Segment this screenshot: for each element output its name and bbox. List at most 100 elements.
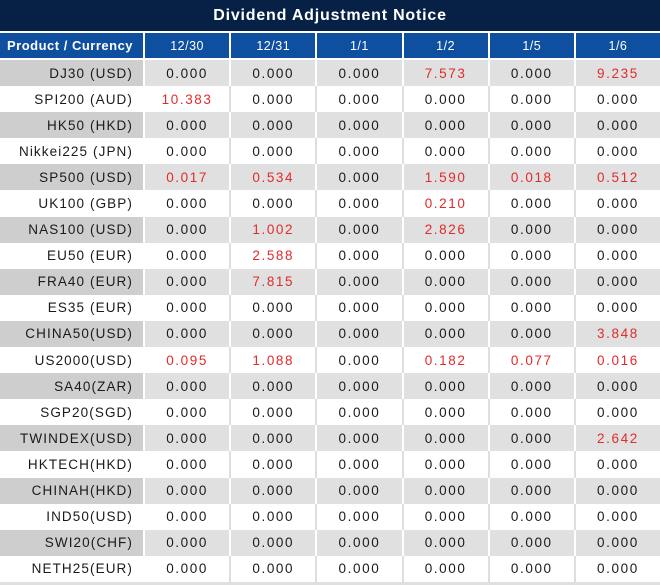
- dividend-value-cell: 0.077: [489, 347, 576, 374]
- product-label: TWINDEX(USD): [0, 425, 145, 452]
- dividend-value-cell: 0.000: [317, 268, 404, 295]
- dividend-value-cell: 0.000: [145, 425, 232, 452]
- table-row-sp500-usd-: SP500 (USD) 0.017 0.534 0.000 1.590 0.018 0.51…: [0, 164, 660, 191]
- column-header-product-currency: Product / Currency: [0, 33, 145, 58]
- table-row-eu50-eur-: EU50 (EUR) 0.000 2.588 0.000 0.000 0.000 0.000: [0, 242, 660, 269]
- dividend-value-cell: 3.848: [575, 320, 660, 348]
- dividend-value-cell: 0.000: [145, 477, 232, 504]
- table-row-nas100-usd-: NAS100 (USD) 0.000 1.002 0.000 2.826 0.000 0.0…: [0, 216, 660, 243]
- table-row-dj30-usd-: DJ30 (USD) 0.000 0.000 0.000 7.573 0.000 9.235: [0, 60, 660, 87]
- dividend-value-cell: 0.000: [231, 112, 318, 139]
- dividend-value-cell: 0.000: [231, 320, 318, 348]
- next-row-partial-strip: [0, 581, 660, 585]
- dividend-value-cell: 0.000: [145, 216, 232, 243]
- product-label: SPI200 (AUD): [0, 86, 145, 113]
- product-label: ES35 (EUR): [0, 294, 145, 321]
- dividend-value-cell: 0.000: [145, 242, 232, 269]
- product-label: SA40(ZAR): [0, 373, 145, 400]
- dividend-value-cell: 0.000: [489, 477, 576, 504]
- dividend-value-cell: 0.017: [145, 164, 232, 191]
- dividend-value-cell: 0.000: [403, 451, 490, 478]
- dividend-value-cell: 0.000: [575, 373, 660, 400]
- product-label: SGP20(SGD): [0, 399, 145, 426]
- product-label: IND50(USD): [0, 503, 145, 530]
- dividend-value-cell: 0.000: [231, 425, 318, 452]
- dividend-value-cell: 0.512: [575, 164, 660, 191]
- dividend-value-cell: 0.000: [575, 138, 660, 165]
- dividend-value-cell: 0.000: [317, 503, 404, 530]
- dividend-value-cell: 0.000: [403, 399, 490, 426]
- dividend-value-cell: 0.000: [145, 60, 232, 87]
- dividend-value-cell: 0.000: [231, 477, 318, 504]
- dividend-value-cell: 0.000: [145, 373, 232, 400]
- dividend-value-cell: 2.826: [403, 216, 490, 243]
- table-row-china50-usd-: CHINA50(USD) 0.000 0.000 0.000 0.000 0.000 3.8…: [0, 320, 660, 348]
- dividend-value-cell: 0.000: [575, 399, 660, 426]
- dividend-value-cell: 0.000: [403, 477, 490, 504]
- product-label: CHINAH(HKD): [0, 477, 145, 504]
- product-label: HKTECH(HKD): [0, 451, 145, 478]
- dividend-value-cell: 0.000: [575, 86, 660, 113]
- product-label: CHINA50(USD): [0, 320, 145, 348]
- dividend-value-cell: 0.000: [145, 320, 232, 348]
- dividend-value-cell: 0.000: [489, 529, 576, 556]
- dividend-value-cell: 0.000: [489, 451, 576, 478]
- dividend-value-cell: 0.000: [231, 190, 318, 217]
- dividend-value-cell: 0.000: [317, 320, 404, 348]
- table-row-fra40-eur-: FRA40 (EUR) 0.000 7.815 0.000 0.000 0.000 0.00…: [0, 268, 660, 295]
- dividend-value-cell: 0.000: [403, 268, 490, 295]
- dividend-value-cell: 0.000: [317, 425, 404, 452]
- dividend-value-cell: 0.000: [231, 503, 318, 530]
- dividend-value-cell: 0.000: [145, 555, 232, 582]
- dividend-value-cell: 0.000: [489, 216, 576, 243]
- dividend-value-cell: 0.000: [317, 529, 404, 556]
- table-row-es35-eur-: ES35 (EUR) 0.000 0.000 0.000 0.000 0.000 0.000: [0, 294, 660, 321]
- product-label: HK50 (HKD): [0, 112, 145, 139]
- dividend-value-cell: 0.000: [231, 529, 318, 556]
- dividend-value-cell: 0.000: [145, 529, 232, 556]
- dividend-value-cell: 0.000: [145, 112, 232, 139]
- dividend-value-cell: 0.000: [403, 373, 490, 400]
- dividend-value-cell: 0.000: [231, 60, 318, 87]
- table-row-sa40-zar-: SA40(ZAR) 0.000 0.000 0.000 0.000 0.000 0.000: [0, 373, 660, 400]
- table-row-chinah-hkd-: CHINAH(HKD) 0.000 0.000 0.000 0.000 0.000 0.00…: [0, 477, 660, 504]
- dividend-value-cell: 0.000: [231, 138, 318, 165]
- dividend-value-cell: 0.000: [317, 216, 404, 243]
- dividend-value-cell: 0.000: [317, 242, 404, 269]
- dividend-value-cell: 0.000: [403, 555, 490, 582]
- table-row-hk50-hkd-: HK50 (HKD) 0.000 0.000 0.000 0.000 0.000 0.000: [0, 112, 660, 139]
- dividend-value-cell: 0.000: [317, 347, 404, 374]
- dividend-value-cell: 0.534: [231, 164, 318, 191]
- dividend-value-cell: 0.000: [403, 294, 490, 321]
- table-row-neth25-eur-: NETH25(EUR) 0.000 0.000 0.000 0.000 0.000 0.00…: [0, 555, 660, 582]
- dividend-value-cell: 0.000: [403, 86, 490, 113]
- dividend-value-cell: 0.000: [317, 477, 404, 504]
- product-label: NAS100 (USD): [0, 216, 145, 243]
- table-title: Dividend Adjustment Notice: [0, 0, 660, 33]
- dividend-value-cell: 0.000: [145, 138, 232, 165]
- dividend-value-cell: 0.000: [403, 112, 490, 139]
- dividend-value-cell: 0.210: [403, 190, 490, 217]
- dividend-value-cell: 0.000: [317, 373, 404, 400]
- product-label: SWI20(CHF): [0, 529, 145, 556]
- product-label: Nikkei225 (JPN): [0, 138, 145, 165]
- dividend-value-cell: 0.000: [145, 268, 232, 295]
- dividend-value-cell: 0.000: [489, 425, 576, 452]
- dividend-value-cell: 0.000: [317, 112, 404, 139]
- dividend-value-cell: 0.095: [145, 347, 232, 374]
- dividend-value-cell: 0.000: [575, 242, 660, 269]
- dividend-value-cell: 0.000: [145, 503, 232, 530]
- table-row-hktech-hkd-: HKTECH(HKD) 0.000 0.000 0.000 0.000 0.000 0.00…: [0, 451, 660, 478]
- dividend-value-cell: 0.000: [317, 555, 404, 582]
- dividend-value-cell: 0.000: [489, 294, 576, 321]
- product-label: NETH25(EUR): [0, 555, 145, 582]
- dividend-value-cell: 1.590: [403, 164, 490, 191]
- dividend-value-cell: 0.000: [145, 294, 232, 321]
- dividend-value-cell: 1.088: [231, 347, 318, 374]
- dividend-value-cell: 10.383: [145, 86, 232, 113]
- dividend-value-cell: 0.000: [575, 268, 660, 295]
- dividend-value-cell: 2.642: [575, 425, 660, 452]
- product-label: EU50 (EUR): [0, 242, 145, 269]
- dividend-value-cell: 0.000: [489, 190, 576, 217]
